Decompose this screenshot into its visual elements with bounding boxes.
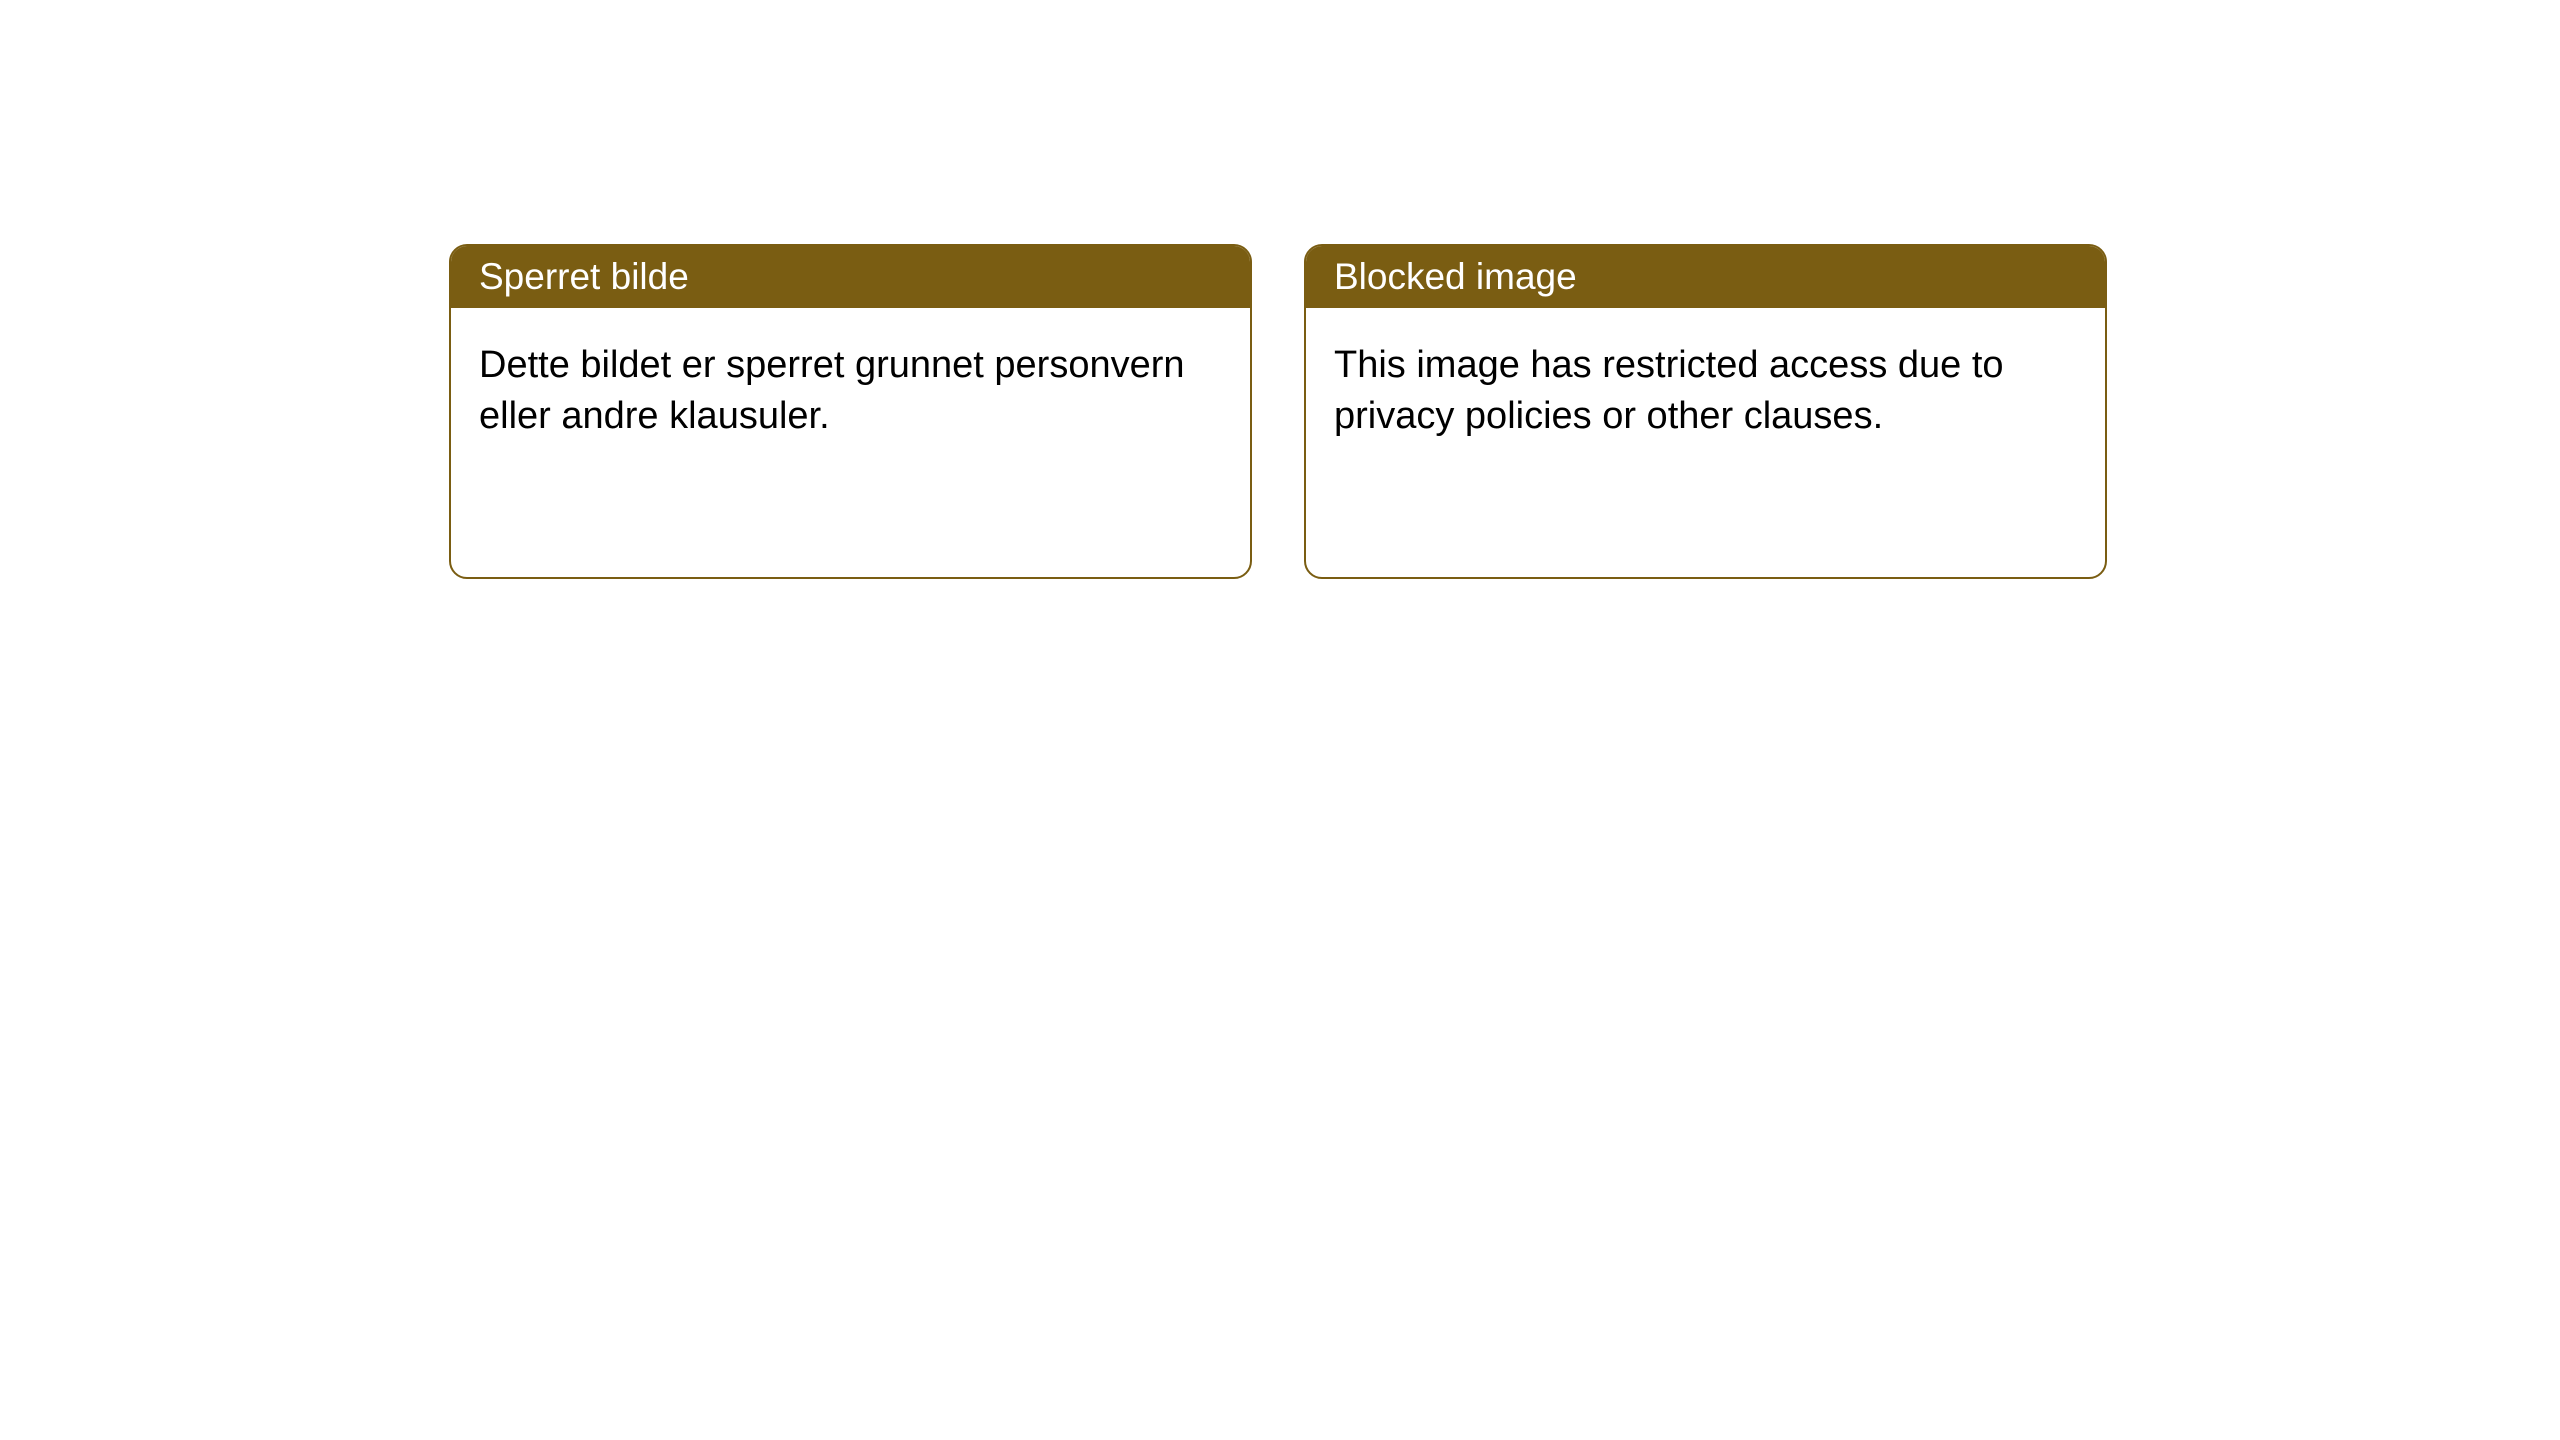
notice-panel-norwegian: Sperret bilde Dette bildet er sperret gr… [449,244,1252,579]
blocked-image-notices: Sperret bilde Dette bildet er sperret gr… [449,244,2107,579]
notice-body-norwegian: Dette bildet er sperret grunnet personve… [451,308,1250,475]
notice-body-english: This image has restricted access due to … [1306,308,2105,475]
notice-panel-english: Blocked image This image has restricted … [1304,244,2107,579]
notice-title-english: Blocked image [1306,246,2105,308]
notice-title-norwegian: Sperret bilde [451,246,1250,308]
